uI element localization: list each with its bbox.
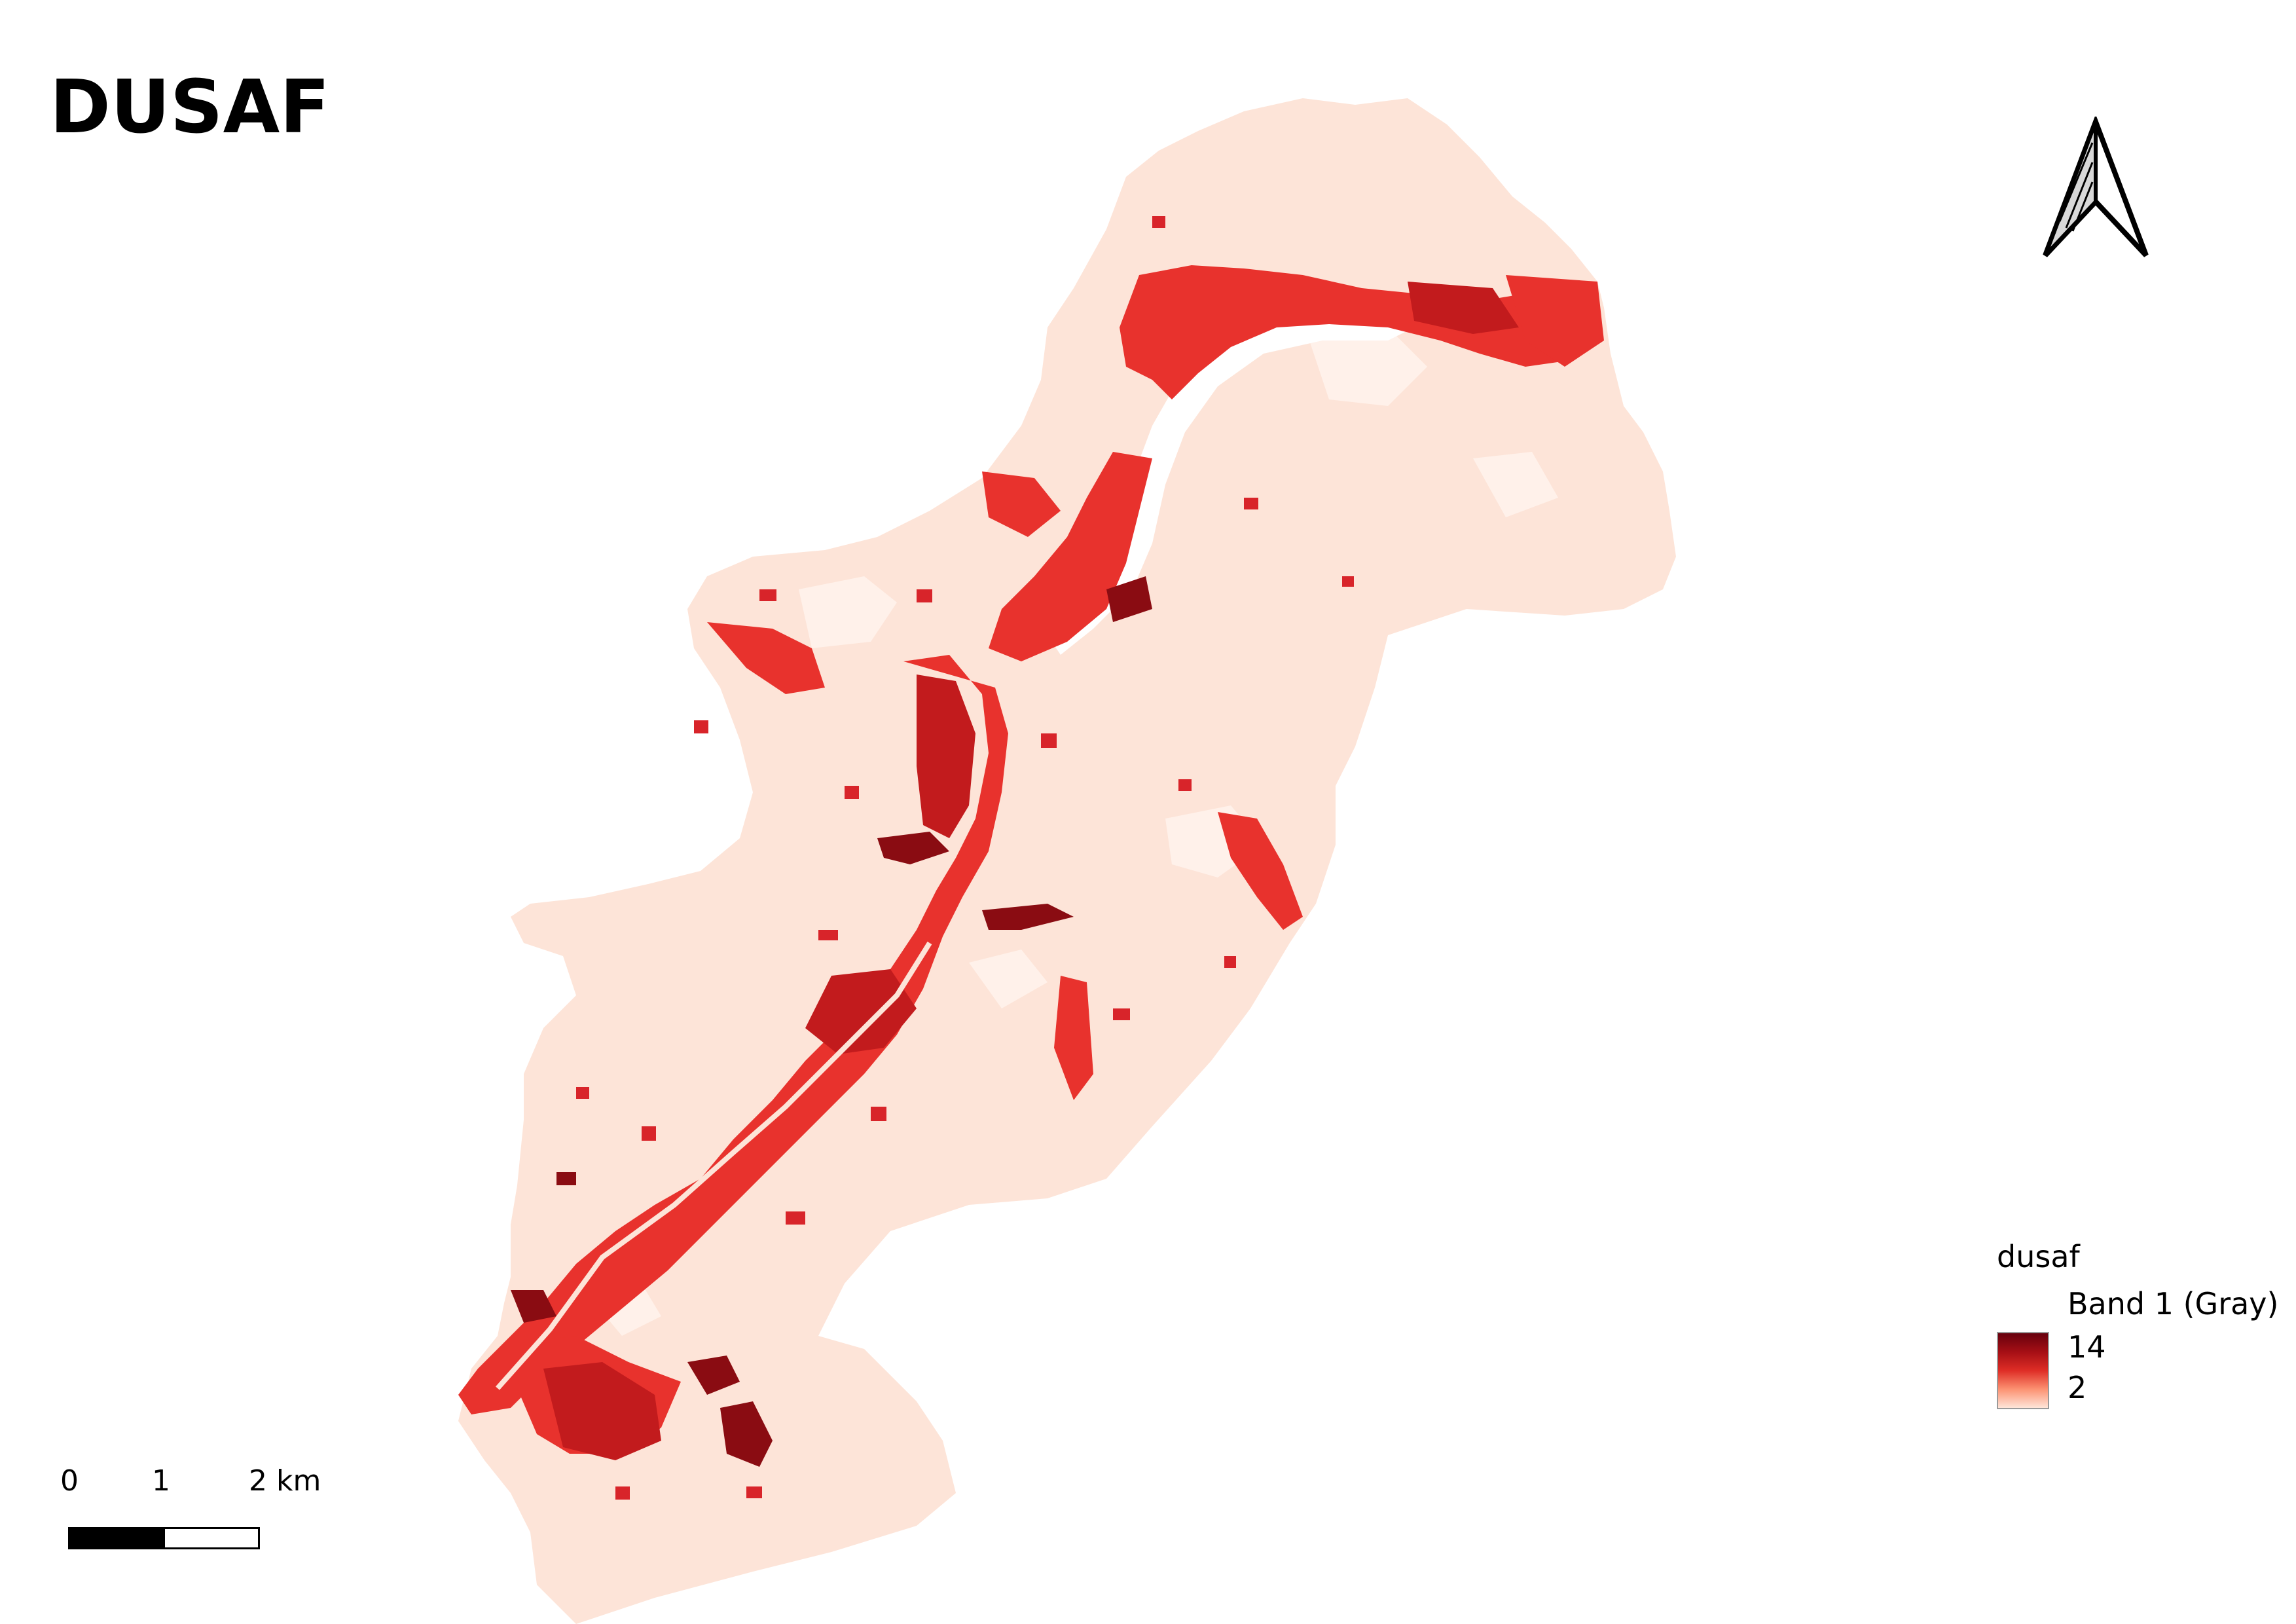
max-class-patch [687,1356,740,1395]
scale-label-1: 1 [152,1464,170,1498]
dense-urban [805,969,917,1054]
urban-area [1218,812,1303,930]
urban-area [707,622,825,694]
urban-area [458,655,1008,1414]
region-boundary [458,98,1676,1624]
scale-bar: 0 1 2 km [60,1464,321,1559]
low-class-patch [799,576,897,648]
low-class-patch [969,950,1048,1008]
low-class-patch [1309,327,1427,406]
max-class-patch [720,1401,773,1467]
urban-area [1120,265,1584,399]
legend-color-ramp [1997,1332,2049,1409]
scale-segment-black [68,1527,165,1549]
legend-min-label: 2 [2068,1370,2087,1405]
scattered-patches [576,216,1354,1500]
legend-max-label: 14 [2068,1329,2106,1365]
max-class-patch [556,1172,576,1185]
legend-band-name: Band 1 (Gray) [2068,1286,2279,1321]
urban-area [989,452,1152,661]
max-class-patch [877,832,949,864]
river [496,941,932,1390]
dense-urban [917,674,975,838]
max-class-patch [1106,576,1152,622]
legend: dusaf Band 1 (Gray) 14 2 [1997,1239,2278,1425]
max-class-patch [982,904,1074,930]
legend-layer-name: dusaf [1997,1239,2080,1274]
north-arrow-icon [2043,117,2149,257]
scale-segment-white [163,1527,260,1549]
scale-label-0: 0 [60,1464,79,1498]
dense-urban [1408,282,1519,334]
urban-area [1054,976,1093,1100]
scale-label-2: 2 km [249,1464,321,1498]
map-title: DUSAF [50,65,330,150]
urban-area [982,471,1061,537]
urban-area [1506,275,1604,367]
max-class-patch [511,1290,556,1323]
low-class-patch [1473,452,1558,517]
dense-urban [543,1362,661,1460]
